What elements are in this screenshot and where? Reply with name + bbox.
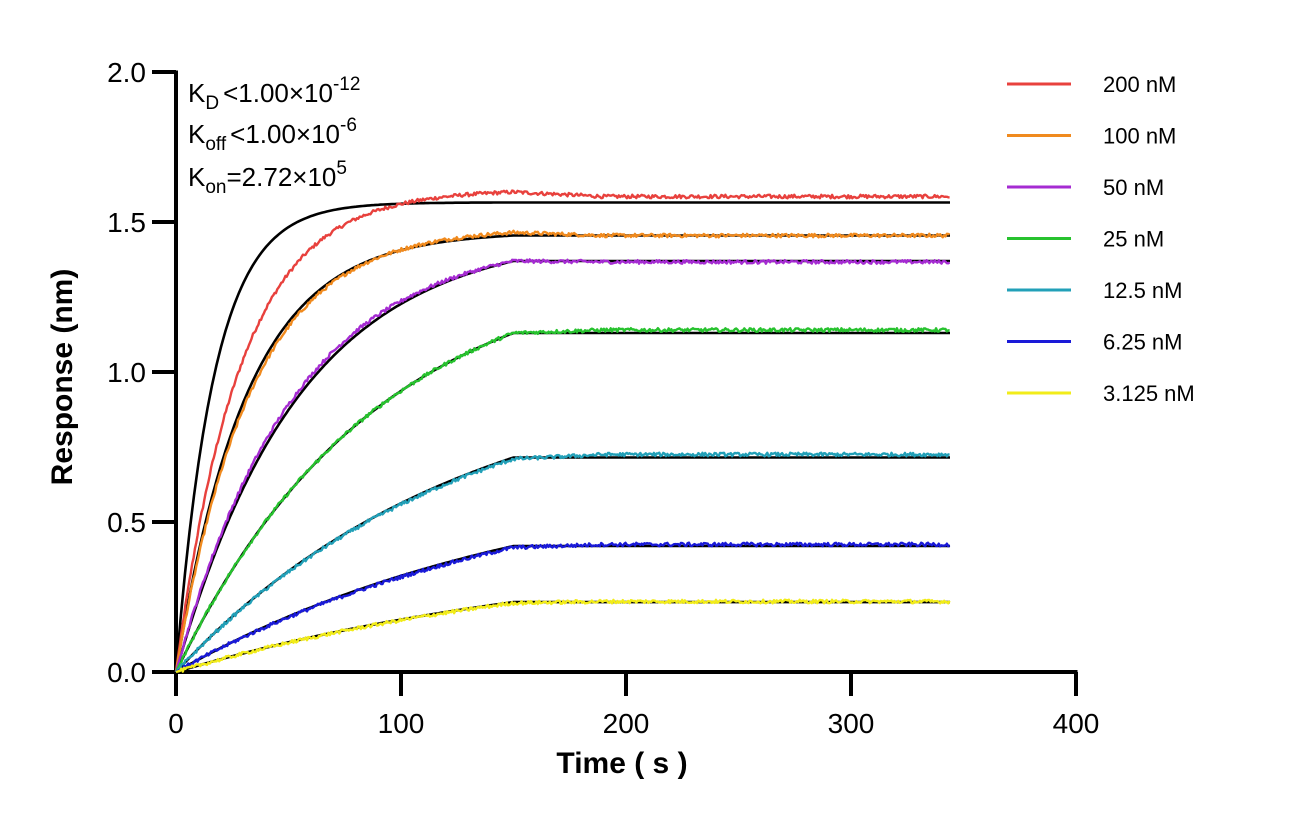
fit-line-50-nm — [174, 259, 950, 673]
fit-line-6.25-nm — [175, 544, 950, 674]
legend-label: 12.5 nM — [1103, 278, 1183, 303]
legend-label: 6.25 nM — [1103, 330, 1183, 355]
data-line-100-nm — [174, 229, 951, 673]
y-tick-label: 2.0 — [107, 57, 146, 88]
x-tick-label: 0 — [168, 708, 184, 739]
data-line-3.125-nm — [175, 598, 951, 674]
y-tick-label: 1.5 — [107, 207, 146, 238]
legend-label: 200 nM — [1103, 72, 1176, 97]
data-line-25-nm — [174, 327, 950, 673]
fit-line-3.125-nm — [175, 600, 950, 674]
data-line-12.5-nm — [175, 451, 950, 673]
data-curves — [174, 189, 951, 674]
x-tick-label: 300 — [828, 708, 875, 739]
x-tick-label: 400 — [1053, 708, 1100, 739]
data-line-6.25-nm — [175, 541, 951, 674]
legend-label: 25 nM — [1103, 227, 1164, 252]
x-tick-label: 100 — [378, 708, 425, 739]
fit-line-25-nm — [174, 331, 950, 673]
kinetic-annotations: KD <1.00×10-12 Koff <1.00×10-6 Kon=2.72×10… — [188, 74, 360, 198]
data-line-50-nm — [174, 258, 951, 673]
y-axis-title: Response (nm) — [46, 269, 79, 486]
koff-annotation: Koff <1.00×10-6 — [188, 115, 357, 155]
axes: 0.0 0.5 1.0 1.5 2.0 0 100 200 300 400 — [107, 57, 1099, 739]
legend-label: 100 nM — [1103, 124, 1176, 149]
legend: 200 nM 100 nM 50 nM 25 nM 12.5 nM 6.25 nM 3.12… — [1007, 72, 1195, 406]
fit-line-200-nm — [174, 201, 950, 673]
y-tick-label: 0.0 — [107, 657, 146, 688]
y-tick-label: 0.5 — [107, 507, 146, 538]
y-tick-label: 1.0 — [107, 357, 146, 388]
legend-label: 3.125 nM — [1103, 381, 1195, 406]
x-tick-label: 200 — [603, 708, 650, 739]
kon-annotation: Kon=2.72×105 — [188, 158, 347, 198]
legend-label: 50 nM — [1103, 175, 1164, 200]
kd-annotation: KD <1.00×10-12 — [188, 74, 360, 114]
x-axis-title: Time ( s ) — [556, 747, 687, 780]
data-line-200-nm — [174, 189, 950, 673]
